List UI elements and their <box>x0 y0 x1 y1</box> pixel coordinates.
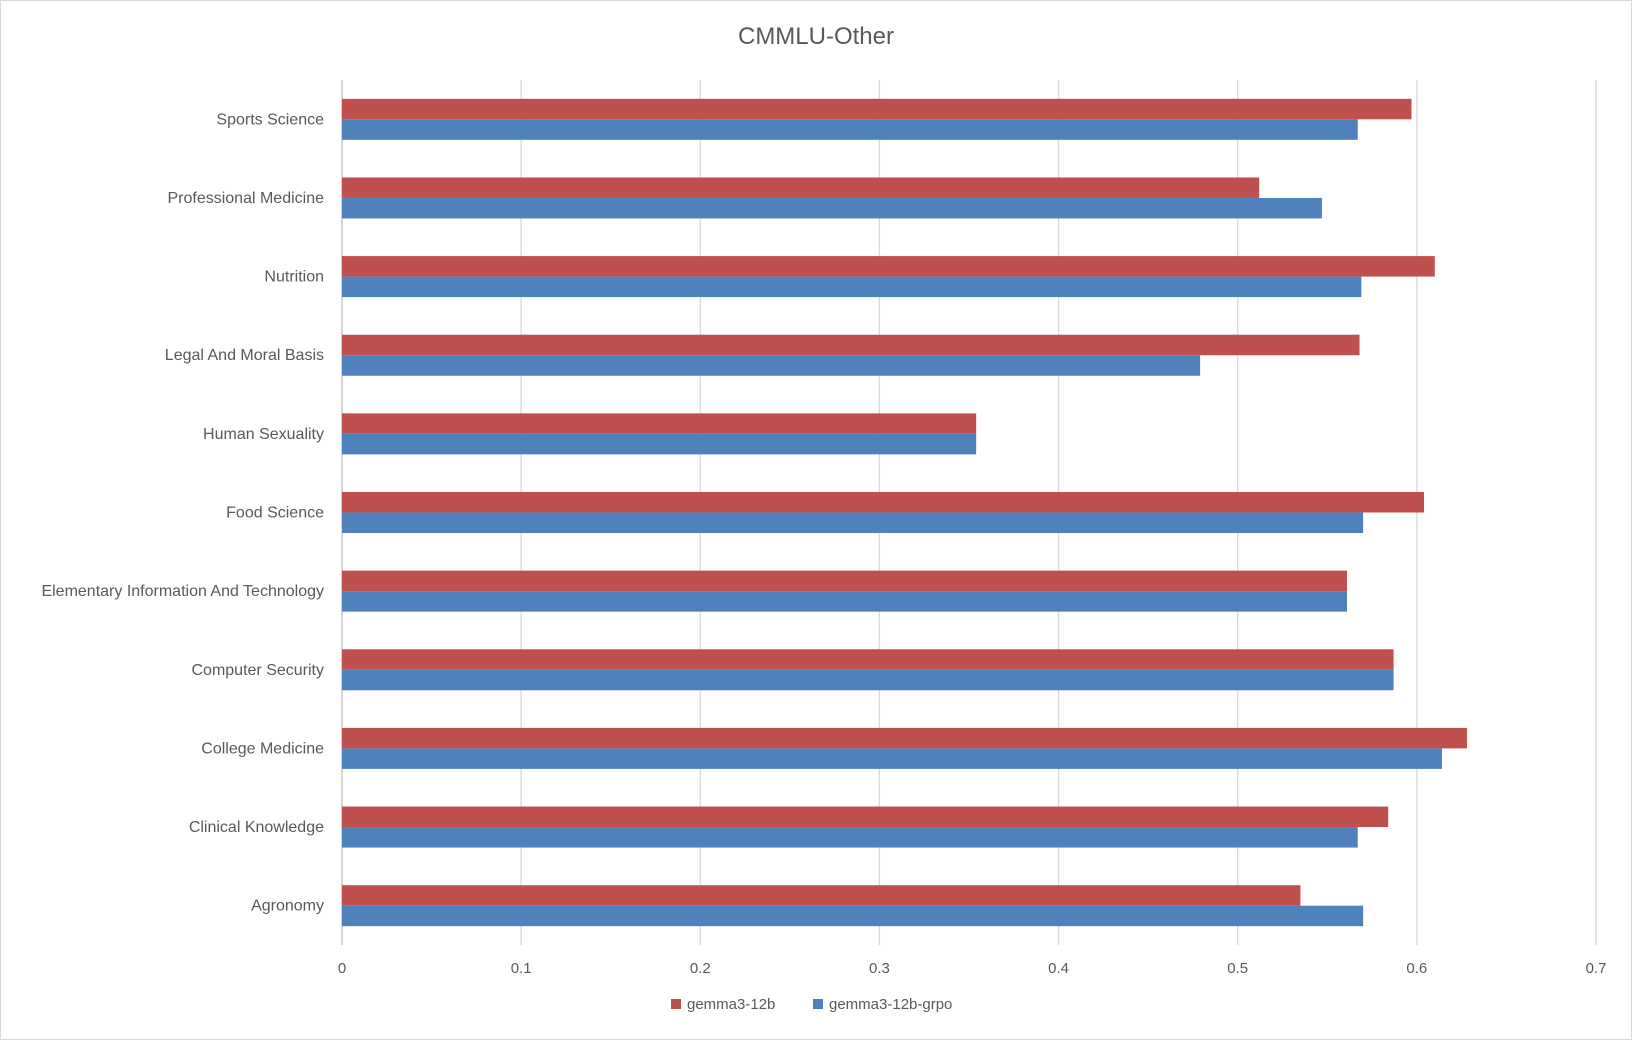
x-tick-label: 0.7 <box>1586 960 1607 977</box>
category-label: Nutrition <box>264 269 324 286</box>
bar-gemma3-12b <box>342 727 1468 749</box>
category-label: Legal And Moral Basis <box>165 347 324 364</box>
bar-gemma3-12b <box>342 413 977 434</box>
bar-gemma3-12b <box>342 334 1360 356</box>
bar-gemma3-12b-grpo <box>342 905 1364 927</box>
bar-gemma3-12b-grpo <box>342 512 1364 533</box>
bar-gemma3-12b-grpo <box>342 197 1322 219</box>
category-label: Agronomy <box>251 898 324 915</box>
legend-swatch <box>671 999 681 1009</box>
bar-gemma3-12b-grpo <box>342 591 1347 612</box>
bar-gemma3-12b-grpo <box>342 119 1358 140</box>
bar-gemma3-12b <box>342 492 1425 513</box>
category-label: Sports Science <box>216 111 324 128</box>
bar-gemma3-12b <box>342 885 1301 906</box>
chart-title: CMMLU-Other <box>738 23 894 50</box>
x-tick-label: 0 <box>338 960 346 977</box>
category-label: Human Sexuality <box>203 426 324 443</box>
category-labels: Sports Science Professional Medicine Nutri… <box>41 111 324 914</box>
category-label: Computer Security <box>192 662 325 679</box>
bar-gemma3-12b-grpo <box>342 276 1362 298</box>
x-tick-label: 0.5 <box>1227 960 1248 977</box>
x-tick-label: 0.3 <box>869 960 890 977</box>
bar-gemma3-12b-grpo <box>342 748 1442 769</box>
legend-label: gemma3-12b-grpo <box>829 996 952 1013</box>
bar-gemma3-12b-grpo <box>342 827 1358 848</box>
bars <box>342 98 1468 927</box>
category-label: Clinical Knowledge <box>189 819 324 836</box>
x-tick-label: 0.6 <box>1406 960 1427 977</box>
bar-gemma3-12b-grpo <box>342 433 977 455</box>
x-tick-labels: 0 0.1 0.2 0.3 0.4 0.5 0.6 0.7 <box>338 960 1607 977</box>
bar-gemma3-12b <box>342 649 1394 670</box>
category-label: Elementary Information And Technology <box>41 583 324 600</box>
bar-gemma3-12b <box>342 570 1347 592</box>
bar-gemma3-12b-grpo <box>342 669 1394 691</box>
x-tick-label: 0.2 <box>690 960 711 977</box>
bar-gemma3-12b <box>342 256 1435 277</box>
category-label: College Medicine <box>201 740 324 757</box>
x-tick-label: 0.1 <box>511 960 532 977</box>
legend-label: gemma3-12b <box>687 996 775 1013</box>
bar-gemma3-12b <box>342 98 1412 120</box>
bar-gemma3-12b-grpo <box>342 355 1201 376</box>
category-label: Food Science <box>226 505 324 522</box>
category-label: Professional Medicine <box>167 190 324 207</box>
x-tick-label: 0.4 <box>1048 960 1069 977</box>
legend-swatch <box>813 999 823 1009</box>
bar-gemma3-12b <box>342 806 1389 828</box>
bar-gemma3-12b <box>342 177 1260 198</box>
legend: gemma3-12b gemma3-12b-grpo <box>671 996 952 1013</box>
